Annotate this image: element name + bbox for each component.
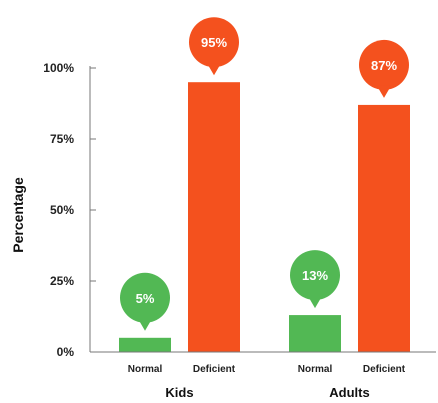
bar [289, 315, 341, 352]
y-tick-label: 0% [57, 345, 75, 359]
category-label: Normal [128, 364, 163, 375]
callout-pointer [207, 63, 221, 76]
category-label: Normal [298, 364, 333, 375]
y-tick-label: 75% [50, 132, 74, 146]
category-label: Deficient [193, 364, 236, 375]
callout-bubble [359, 39, 409, 90]
value-label: 95% [201, 35, 227, 50]
value-callout: 95% [189, 17, 239, 76]
bar [358, 104, 410, 352]
group-label: Adults [329, 385, 369, 400]
value-label: 5% [136, 291, 155, 306]
value-label: 87% [371, 58, 397, 73]
y-tick-label: 50% [50, 203, 74, 217]
callout-pointer [138, 318, 152, 331]
y-tick-label: 25% [50, 274, 74, 288]
callout-pointer [308, 296, 322, 309]
value-callout: 13% [290, 250, 340, 309]
value-label: 13% [302, 268, 328, 283]
callout-pointer [377, 85, 391, 98]
bar [119, 337, 171, 352]
bars: 5% 95% 13% 87% [119, 17, 410, 352]
bar [188, 82, 240, 352]
callout-bubble [120, 272, 170, 323]
callout-bubble [189, 17, 239, 68]
value-callout: 87% [359, 39, 409, 98]
value-callout: 5% [120, 272, 170, 331]
group-label: Kids [165, 385, 193, 400]
category-label: Deficient [363, 364, 406, 375]
callout-bubble [290, 250, 340, 301]
y-tick-label: 100% [43, 61, 74, 75]
y-axis: 0% 25% 50% 75% 100% [43, 61, 96, 359]
y-axis-label: Percentage [10, 177, 26, 253]
